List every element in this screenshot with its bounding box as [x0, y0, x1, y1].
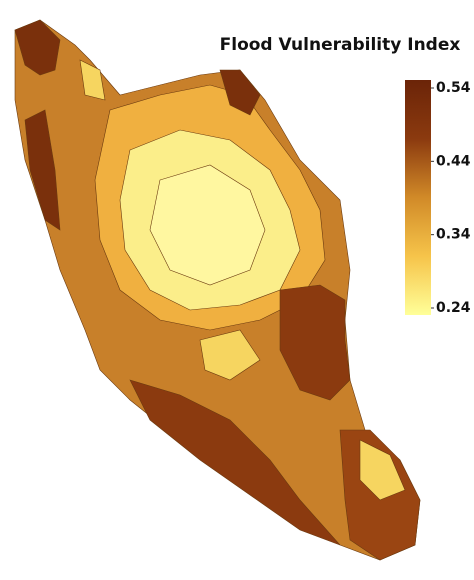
region [359, 439, 406, 501]
colorbar [405, 80, 431, 315]
region [149, 164, 266, 286]
colorbar-tick-label: 0.44 [436, 153, 471, 169]
region [219, 69, 261, 116]
region [129, 379, 341, 546]
map-title: Flood Vulnerability Index [220, 35, 461, 55]
region [24, 109, 61, 231]
peninsula [14, 19, 421, 561]
colorbar-tick-label: 0.24 [436, 300, 471, 316]
colorbar-tick-label: 0.54 [436, 80, 471, 96]
region [79, 59, 106, 101]
region [14, 19, 61, 76]
colorbar-ticks: 0.54 0.44 0.34 0.24 [431, 80, 471, 316]
region [279, 284, 351, 401]
region [199, 329, 261, 381]
colorbar-tick-label: 0.34 [436, 227, 471, 243]
